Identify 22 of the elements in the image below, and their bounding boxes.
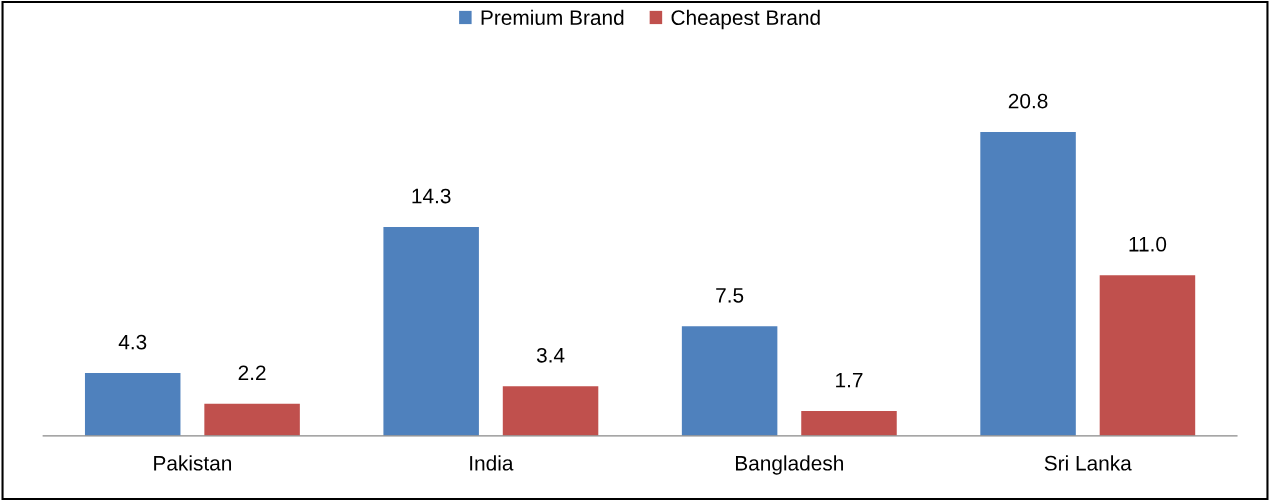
- bar: [681, 326, 778, 436]
- bar: [801, 411, 897, 436]
- x-tick-label: Bangladesh: [735, 455, 843, 475]
- bar: [1099, 275, 1196, 436]
- x-tick-label: Sri Lanka: [1044, 455, 1132, 471]
- x-tick-label: Pakistan: [154, 455, 232, 471]
- legend-label: Premium Brand: [481, 9, 624, 26]
- bar: [383, 226, 479, 436]
- data-label: 11.0: [1129, 236, 1167, 252]
- data-label: 3.4: [536, 347, 565, 363]
- legend-label: Cheapest Brand: [671, 9, 820, 30]
- data-label: 2.2: [238, 365, 266, 380]
- data-label: 4.3: [118, 334, 147, 350]
- bar: [980, 131, 1076, 436]
- bar: [502, 386, 599, 436]
- bar: [84, 373, 181, 436]
- data-label: 1.7: [836, 372, 863, 388]
- data-label: 20.8: [1008, 93, 1048, 109]
- x-tick-label: India: [470, 455, 514, 471]
- bar: [204, 403, 300, 436]
- data-label: 14.3: [412, 188, 451, 204]
- data-label: 7.5: [716, 288, 744, 303]
